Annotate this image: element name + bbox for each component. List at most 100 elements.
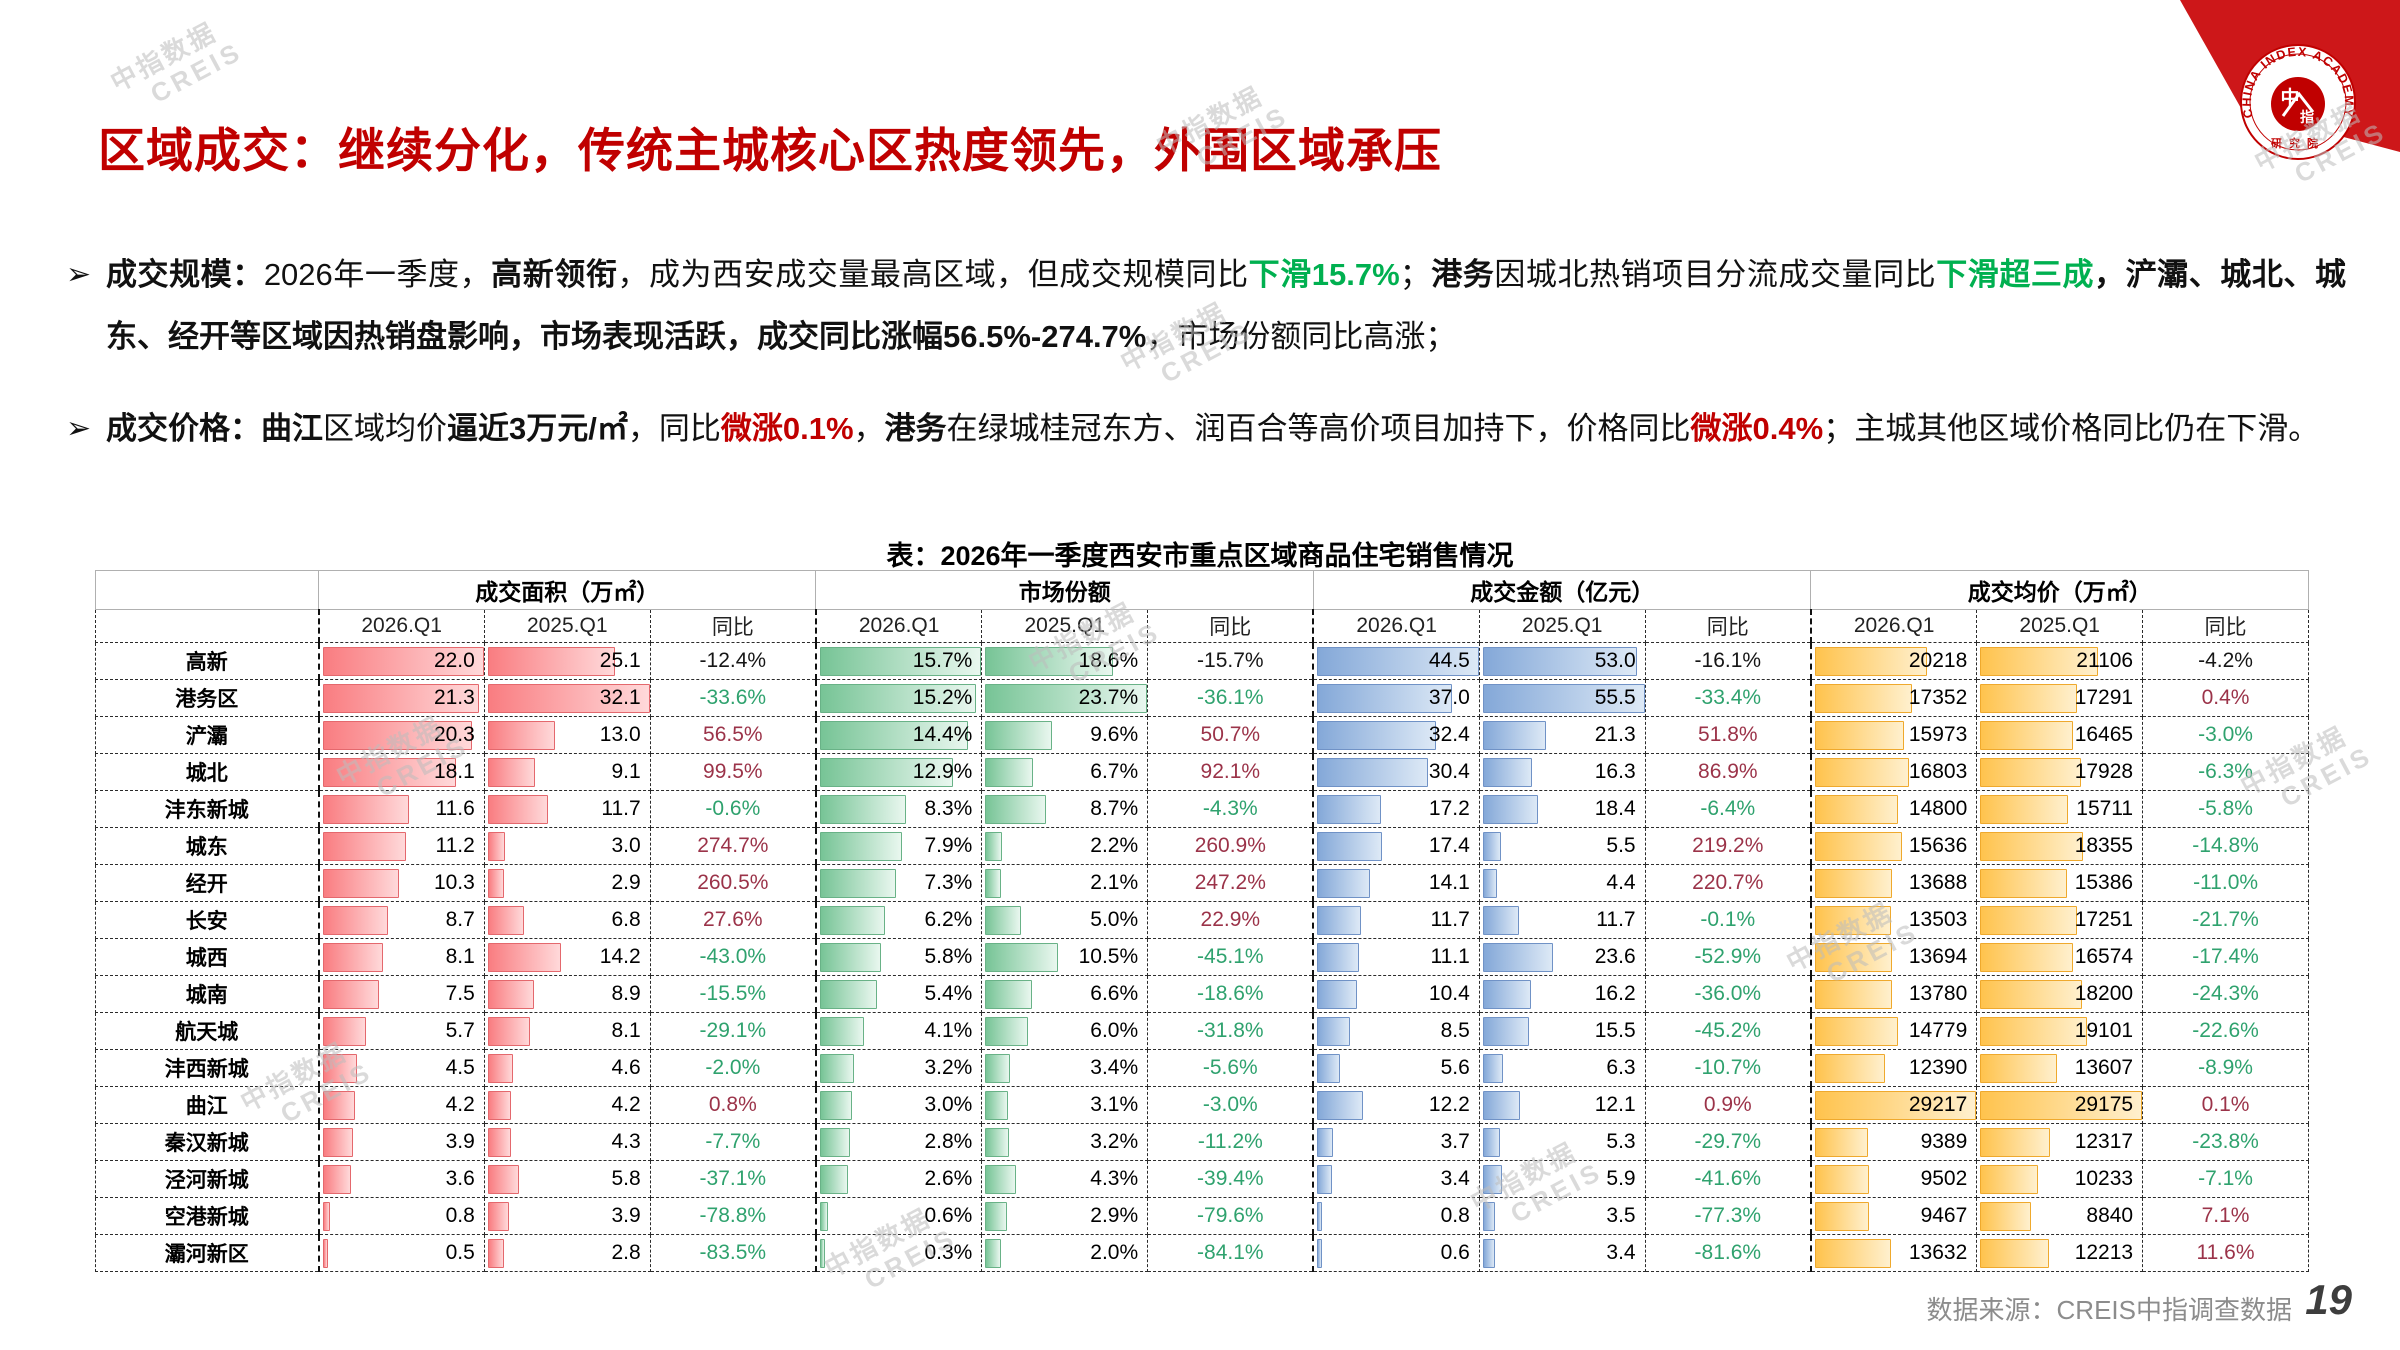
- summary-bullets: ➢ 成交规模：2026年一季度，高新领衔，成为西安成交量最高区域，但成交规模同比下…: [66, 244, 2346, 490]
- china-index-academy-logo: CHINA INDEX ACADEMY 中 指 研究院: [2180, 0, 2400, 160]
- yoy-cell-share: -31.8%: [1147, 1012, 1314, 1050]
- yoy-cell-share: 247.2%: [1147, 864, 1314, 902]
- table-title: 表：2026年一季度西安市重点区域商品住宅销售情况: [886, 541, 1514, 571]
- cell-value: 4.3%: [1090, 1167, 1139, 1190]
- cell-value: 13780: [1908, 982, 1968, 1005]
- green-data-bar: [819, 1201, 829, 1231]
- bar-cell-price-2025: 15386: [1976, 864, 2144, 902]
- yoy-cell-amount: -29.7%: [1644, 1123, 1812, 1161]
- cell-value: 10.3: [433, 871, 475, 894]
- blue-data-bar: [1317, 794, 1382, 824]
- bar-cell-amount-2026: 12.2: [1312, 1086, 1480, 1124]
- bar-cell-amount-2025: 18.4: [1478, 790, 1646, 828]
- bar-cell-price-2025: 16465: [1976, 716, 2144, 754]
- sub-header-amount-1: 2025.Q1: [1478, 609, 1646, 643]
- cell-value: 4.2: [445, 1093, 475, 1116]
- table-row: 城西 8.1 14.2 -43.0% 5.8% 10.5% -45.1% 11.1 23.6 -5…: [95, 938, 2309, 976]
- bar-cell-share-2026: 8.3%: [814, 790, 983, 828]
- orange-data-bar: [1980, 942, 2074, 972]
- red-data-bar: [487, 1016, 531, 1046]
- yoy-cell-share: -5.6%: [1147, 1049, 1314, 1087]
- yoy-cell-share: -84.1%: [1147, 1234, 1314, 1272]
- yoy-cell-area: -33.6%: [649, 679, 817, 717]
- bar-cell-amount-2025: 3.4: [1478, 1234, 1646, 1272]
- region-cell: 曲江: [95, 1086, 319, 1124]
- bar-cell-area-2026: 11.6: [317, 790, 485, 828]
- cell-value: 21106: [2076, 649, 2134, 672]
- cell-value: 21.3: [433, 686, 475, 709]
- yoy-cell-amount: 51.8%: [1644, 716, 1812, 754]
- cell-value: 3.1%: [1090, 1093, 1139, 1116]
- red-data-bar: [322, 1164, 351, 1194]
- green-data-bar: [819, 683, 977, 713]
- cell-value: 17352: [1908, 686, 1968, 709]
- red-data-bar: [322, 1201, 331, 1231]
- bar-cell-amount-2026: 14.1: [1312, 864, 1480, 902]
- blue-data-bar: [1317, 683, 1452, 713]
- sub-header-price-2: 同比: [2142, 609, 2309, 643]
- region-cell: 航天城: [95, 1012, 319, 1050]
- bar-cell-amount-2026: 37.0: [1312, 679, 1480, 717]
- red-data-bar: [322, 1127, 353, 1157]
- bar-cell-amount-2025: 6.3: [1478, 1049, 1646, 1087]
- red-data-bar: [322, 646, 484, 676]
- orange-data-bar: [1814, 794, 1898, 824]
- cell-value: 8840: [2086, 1204, 2134, 1227]
- group-header-price: 成交均价（万㎡）: [1810, 570, 2309, 610]
- bar-cell-share-2025: 2.9%: [981, 1197, 1149, 1235]
- cell-value: 17291: [2074, 686, 2134, 709]
- bar-cell-area-2026: 0.8: [317, 1197, 485, 1235]
- bar-cell-share-2026: 7.9%: [814, 827, 983, 865]
- cell-value: 17.2: [1428, 797, 1470, 820]
- cell-value: 11.7: [1596, 908, 1636, 931]
- orange-data-bar: [1814, 646, 1928, 676]
- bullet-text: 成交价格：曲江区域均价逼近3万元/㎡，同比微涨0.1%，港务在绿城桂冠东方、润百…: [106, 398, 2319, 460]
- cell-value: 7.5: [445, 982, 475, 1005]
- cell-value: 11.2: [435, 834, 475, 857]
- region-cell: 灞河新区: [95, 1234, 319, 1272]
- cell-value: 5.7: [445, 1019, 475, 1042]
- yoy-cell-price: 0.4%: [2142, 679, 2309, 717]
- yoy-cell-price: -5.8%: [2142, 790, 2309, 828]
- logo-center-char2: 指: [2300, 109, 2314, 125]
- bar-cell-price-2026: 9389: [1809, 1123, 1978, 1161]
- cell-value: 5.0%: [1090, 908, 1139, 931]
- orange-data-bar: [1980, 646, 2098, 676]
- bar-cell-amount-2025: 16.3: [1478, 753, 1646, 791]
- blue-data-bar: [1317, 720, 1436, 750]
- bar-cell-share-2026: 2.8%: [814, 1123, 983, 1161]
- orange-data-bar: [1980, 1016, 2087, 1046]
- cell-value: 8.1: [611, 1019, 641, 1042]
- region-cell: 秦汉新城: [95, 1123, 319, 1161]
- cell-value: 3.7: [1440, 1130, 1470, 1153]
- logo-center-char1: 中: [2280, 86, 2299, 109]
- yoy-cell-area: 56.5%: [649, 716, 817, 754]
- cell-value: 4.2: [611, 1093, 641, 1116]
- bar-cell-price-2025: 19101: [1976, 1012, 2144, 1050]
- orange-data-bar: [1980, 720, 2073, 750]
- bar-cell-share-2025: 3.1%: [981, 1086, 1149, 1124]
- text-segment: ，: [853, 411, 885, 446]
- cell-value: 4.3: [611, 1130, 641, 1153]
- bar-cell-share-2026: 5.4%: [814, 975, 983, 1013]
- cell-value: 19101: [2074, 1019, 2134, 1042]
- cell-value: 6.0%: [1090, 1019, 1139, 1042]
- sub-header-share-2: 同比: [1147, 609, 1314, 643]
- text-segment: ，同比: [627, 411, 721, 446]
- green-data-bar: [819, 1164, 849, 1194]
- bar-cell-area-2025: 3.9: [483, 1197, 651, 1235]
- orange-data-bar: [1814, 1016, 1898, 1046]
- bar-cell-share-2025: 6.0%: [981, 1012, 1149, 1050]
- orange-data-bar: [1814, 757, 1909, 787]
- orange-data-bar: [1980, 831, 2083, 861]
- green-data-bar: [819, 1127, 851, 1157]
- bar-cell-amount-2026: 17.2: [1312, 790, 1480, 828]
- cell-value: 15973: [1908, 723, 1968, 746]
- text-segment: ，市场份额同比高涨；: [1146, 319, 1457, 354]
- cell-value: 2.0%: [1090, 1241, 1139, 1264]
- cell-value: 6.6%: [1090, 982, 1139, 1005]
- yoy-cell-area: 99.5%: [649, 753, 817, 791]
- yoy-cell-amount: -6.4%: [1644, 790, 1812, 828]
- yoy-cell-share: 22.9%: [1147, 901, 1314, 939]
- table-row: 秦汉新城 3.9 4.3 -7.7% 2.8% 3.2% -11.2% 3.7 5.3 -29.7…: [95, 1123, 2309, 1161]
